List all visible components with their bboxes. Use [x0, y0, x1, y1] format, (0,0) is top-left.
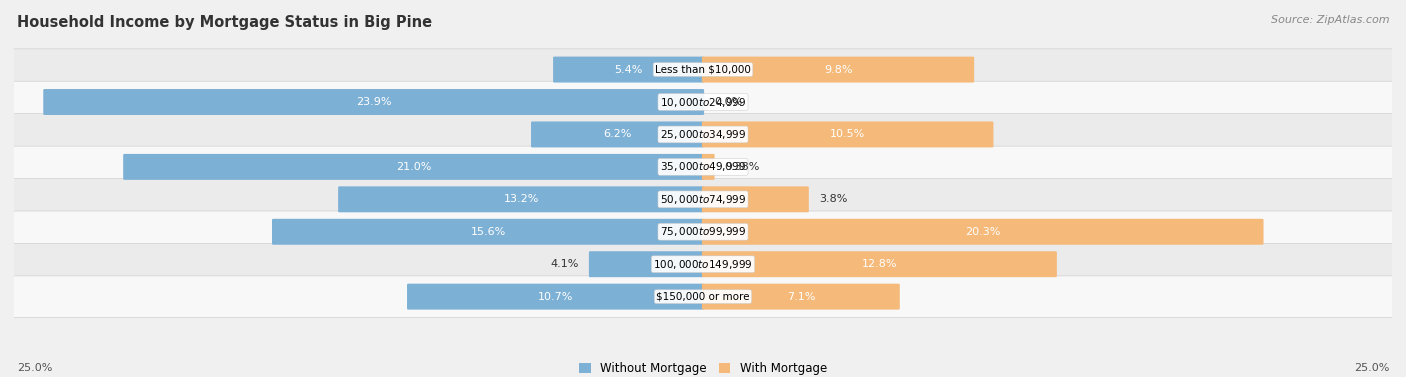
Text: Household Income by Mortgage Status in Big Pine: Household Income by Mortgage Status in B…: [17, 15, 432, 30]
Text: 21.0%: 21.0%: [396, 162, 432, 172]
FancyBboxPatch shape: [702, 57, 974, 83]
FancyBboxPatch shape: [702, 121, 994, 147]
Text: 0.38%: 0.38%: [724, 162, 759, 172]
Text: 0.0%: 0.0%: [714, 97, 742, 107]
FancyBboxPatch shape: [702, 154, 714, 180]
FancyBboxPatch shape: [702, 284, 900, 310]
Text: 7.1%: 7.1%: [786, 292, 815, 302]
Text: $10,000 to $24,999: $10,000 to $24,999: [659, 95, 747, 109]
FancyBboxPatch shape: [1, 276, 1405, 317]
Text: 10.5%: 10.5%: [830, 129, 865, 139]
FancyBboxPatch shape: [1, 244, 1405, 285]
FancyBboxPatch shape: [702, 219, 1264, 245]
FancyBboxPatch shape: [271, 219, 704, 245]
FancyBboxPatch shape: [531, 121, 704, 147]
Text: $150,000 or more: $150,000 or more: [657, 292, 749, 302]
Text: 5.4%: 5.4%: [614, 64, 643, 75]
FancyBboxPatch shape: [702, 186, 808, 212]
Text: $35,000 to $49,999: $35,000 to $49,999: [659, 160, 747, 173]
Legend: Without Mortgage, With Mortgage: Without Mortgage, With Mortgage: [574, 357, 832, 377]
FancyBboxPatch shape: [1, 81, 1405, 123]
FancyBboxPatch shape: [1, 49, 1405, 90]
FancyBboxPatch shape: [702, 251, 1057, 277]
FancyBboxPatch shape: [337, 186, 704, 212]
FancyBboxPatch shape: [1, 146, 1405, 188]
Text: 20.3%: 20.3%: [965, 227, 1001, 237]
FancyBboxPatch shape: [124, 154, 704, 180]
Text: $100,000 to $149,999: $100,000 to $149,999: [654, 258, 752, 271]
Text: 13.2%: 13.2%: [503, 194, 538, 204]
Text: 12.8%: 12.8%: [862, 259, 897, 269]
Text: 3.8%: 3.8%: [818, 194, 848, 204]
FancyBboxPatch shape: [44, 89, 704, 115]
Text: 10.7%: 10.7%: [538, 292, 574, 302]
Text: 4.1%: 4.1%: [551, 259, 579, 269]
FancyBboxPatch shape: [1, 179, 1405, 220]
FancyBboxPatch shape: [1, 114, 1405, 155]
Text: 23.9%: 23.9%: [356, 97, 391, 107]
FancyBboxPatch shape: [589, 251, 704, 277]
Text: 15.6%: 15.6%: [471, 227, 506, 237]
Text: Source: ZipAtlas.com: Source: ZipAtlas.com: [1271, 15, 1389, 25]
Text: Less than $10,000: Less than $10,000: [655, 64, 751, 75]
Text: $75,000 to $99,999: $75,000 to $99,999: [659, 225, 747, 238]
Text: 25.0%: 25.0%: [17, 363, 52, 373]
Text: 25.0%: 25.0%: [1354, 363, 1389, 373]
Text: $50,000 to $74,999: $50,000 to $74,999: [659, 193, 747, 206]
FancyBboxPatch shape: [553, 57, 704, 83]
Text: 6.2%: 6.2%: [603, 129, 631, 139]
Text: $25,000 to $34,999: $25,000 to $34,999: [659, 128, 747, 141]
Text: 9.8%: 9.8%: [824, 64, 852, 75]
FancyBboxPatch shape: [406, 284, 704, 310]
FancyBboxPatch shape: [1, 211, 1405, 253]
